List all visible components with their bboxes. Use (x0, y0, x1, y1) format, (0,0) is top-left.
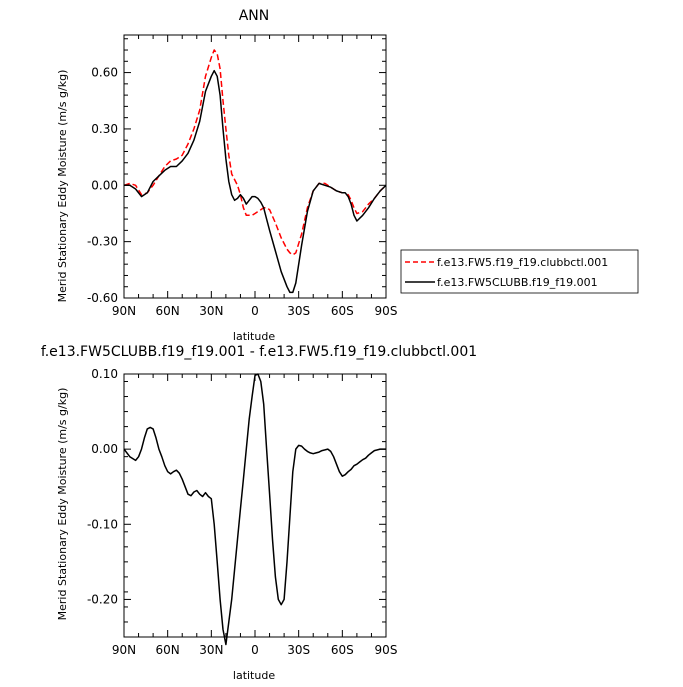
top-chart-title: ANN (239, 8, 270, 24)
bottom-chart-title: f.e13.FW5CLUBB.f19_f19.001 - f.e13.FW5.f… (41, 344, 477, 360)
top-series-lines (123, 49, 387, 294)
y-tick-label: 0.10 (91, 367, 118, 381)
x-tick-label: 60S (331, 643, 354, 657)
y-tick-label: -0.60 (87, 291, 118, 305)
series-line-1-0 (123, 373, 386, 646)
top-tick-marks (123, 35, 387, 299)
bottom-y-axis-label: Merid Stationary Eddy Moisture (m/s g/kg… (56, 388, 69, 621)
top-plot-frame (123, 34, 387, 299)
x-tick-label: 30S (287, 304, 310, 318)
x-tick-label: 90S (375, 643, 398, 657)
bottom-x-axis-label: latitude (233, 669, 275, 682)
x-tick-label: 90S (375, 304, 398, 318)
bottom-tick-marks (123, 373, 387, 638)
y-tick-label: -0.30 (87, 235, 118, 249)
y-tick-label: 0.30 (91, 122, 118, 136)
top-x-tick-labels: 90N 60N 30N 0 30S 60S 90S (112, 304, 398, 318)
bottom-plot-frame (123, 373, 387, 638)
x-tick-label: 0 (251, 304, 259, 318)
y-tick-label: -0.20 (87, 592, 118, 606)
y-tick-label: 0.60 (91, 66, 118, 80)
top-legend: f.e13.FW5.f19_f19.clubbctl.001 f.e13.FW5… (400, 249, 639, 294)
x-tick-label: 30S (287, 643, 310, 657)
top-panel: ANN latitude Merid Stationary Eddy Moist… (56, 8, 397, 343)
top-y-tick-labels: 0.60 0.30 0.00 -0.30 -0.60 (87, 66, 118, 305)
x-tick-label: 60S (331, 304, 354, 318)
x-tick-label: 60N (156, 643, 180, 657)
legend-label-clubb: f.e13.FW5CLUBB.f19_f19.001 (437, 276, 598, 289)
x-tick-label: 0 (251, 643, 259, 657)
bottom-y-tick-labels: 0.10 0.00 -0.10 -0.20 (87, 367, 118, 606)
series-line-0-0 (123, 49, 387, 256)
top-y-axis-label: Merid Stationary Eddy Moisture (m/s g/kg… (56, 70, 69, 303)
legend-label-clubbctl: f.e13.FW5.f19_f19.clubbctl.001 (437, 256, 608, 269)
x-tick-label: 30N (199, 643, 223, 657)
y-tick-label: 0.00 (91, 442, 118, 456)
y-tick-label: -0.10 (87, 517, 118, 531)
bottom-panel: f.e13.FW5CLUBB.f19_f19.001 - f.e13.FW5.f… (41, 344, 477, 682)
top-x-axis-label: latitude (233, 330, 275, 343)
x-tick-label: 30N (199, 304, 223, 318)
x-tick-label: 90N (112, 643, 136, 657)
x-tick-label: 90N (112, 304, 136, 318)
legend-box (400, 249, 639, 294)
bottom-series-lines (123, 373, 386, 646)
bottom-x-tick-labels: 90N 60N 30N 0 30S 60S 90S (112, 643, 398, 657)
series-line-0-1 (124, 69, 387, 294)
y-tick-label: 0.00 (91, 178, 118, 192)
x-tick-label: 60N (156, 304, 180, 318)
